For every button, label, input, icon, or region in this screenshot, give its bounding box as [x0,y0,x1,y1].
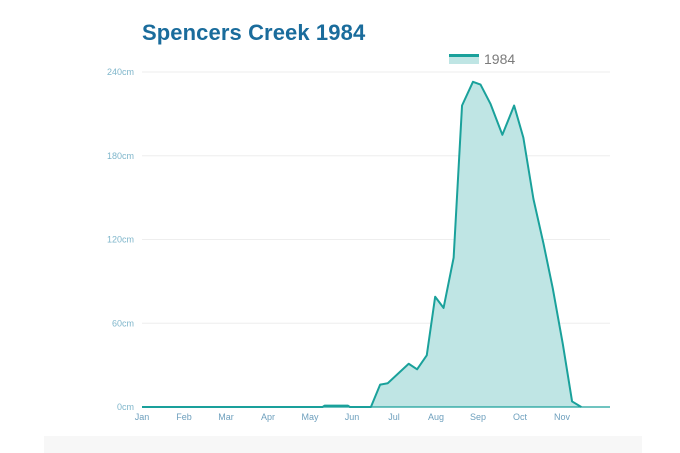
card-footer [44,436,642,453]
x-tick-label-jun: Jun [345,412,360,422]
legend-label: 1984 [484,51,516,67]
series-layer [142,80,582,408]
x-tick-label-may: May [301,412,319,422]
x-tick-label-oct: Oct [513,412,528,422]
x-tick-label-jan: Jan [135,412,150,422]
y-tick-label: 120cm [107,235,134,245]
y-tick-label: 60cm [112,318,134,328]
legend[interactable]: 1984 [449,49,515,69]
y-tick-label: 0cm [117,402,134,412]
x-tick-label-apr: Apr [261,412,275,422]
x-axis-ticks: Jan Feb Mar Apr May Jun Jul Aug Sep Oct Nov [135,412,571,422]
y-axis-ticks: 0cm 60cm 120cm 180cm 240cm [107,67,134,412]
series-area-1984 [142,81,582,408]
chart-title: Spencers Creek 1984 [142,20,366,45]
x-tick-label-jul: Jul [388,412,400,422]
y-tick-label: 240cm [107,67,134,77]
x-tick-label-mar: Mar [218,412,234,422]
x-tick-label-aug: Aug [428,412,444,422]
x-tick-label-sep: Sep [470,412,486,422]
x-tick-label-nov: Nov [554,412,571,422]
x-tick-label-feb: Feb [176,412,192,422]
legend-swatch [449,54,479,64]
y-tick-label: 180cm [107,151,134,161]
